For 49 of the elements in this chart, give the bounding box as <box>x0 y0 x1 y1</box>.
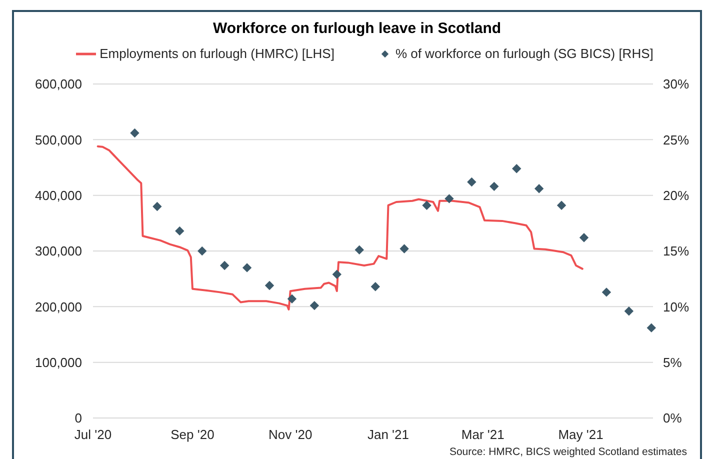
point <box>467 177 476 187</box>
y2-tick-label: 10% <box>663 299 690 314</box>
x-tick-label: Sep '20 <box>170 427 214 442</box>
x-tick-label: Nov '20 <box>268 427 312 442</box>
x-tick-label: Jul '20 <box>74 427 112 442</box>
line-series <box>96 145 584 310</box>
y-tick-label: 500,000 <box>35 132 82 148</box>
point <box>287 294 297 304</box>
y2-tick-label: 15% <box>663 244 690 259</box>
point <box>130 128 140 138</box>
x-tick-label: May '21 <box>558 427 604 442</box>
point <box>310 300 320 310</box>
y-tick-label: 400,000 <box>35 188 82 203</box>
point <box>602 288 612 297</box>
legend-label: Employments on furlough (HMRC) [LHS] <box>100 46 334 61</box>
point <box>152 202 162 212</box>
point <box>242 263 252 272</box>
point <box>400 244 409 254</box>
point <box>175 226 184 236</box>
point <box>444 194 454 204</box>
y-tick-label: 100,000 <box>35 354 82 370</box>
point <box>534 184 544 194</box>
point <box>220 260 230 270</box>
point <box>370 282 380 292</box>
point <box>624 306 634 316</box>
legend-label: % of workforce on furlough (SG BICS) [RHS] <box>395 46 654 61</box>
y-tick-label: 200,000 <box>35 299 82 314</box>
point <box>264 280 274 290</box>
point <box>422 200 432 210</box>
y2-tick-label: 30% <box>663 76 690 92</box>
point <box>646 323 656 332</box>
point <box>332 270 342 279</box>
source-note: Source: HMRC, BICS weighted Scotland estimates <box>449 446 687 458</box>
x-tick-label: Mar '21 <box>461 427 504 442</box>
point <box>198 246 207 256</box>
x-tick-label: Jan '21 <box>367 427 409 442</box>
point <box>490 182 499 192</box>
y2-tick-label: 0% <box>663 410 682 426</box>
y-tick-label: 600,000 <box>35 76 82 92</box>
point <box>556 200 566 210</box>
chart-title: Workforce on furlough leave in Scotland <box>212 20 502 38</box>
point <box>579 233 589 242</box>
y2-tick-label: 25% <box>663 132 690 148</box>
y2-tick-label: 5% <box>663 354 682 370</box>
point <box>512 164 522 174</box>
y-tick-label: 0 <box>74 410 82 426</box>
y2-tick-label: 20% <box>663 188 690 203</box>
point <box>354 245 364 254</box>
y-tick-label: 300,000 <box>35 244 82 259</box>
